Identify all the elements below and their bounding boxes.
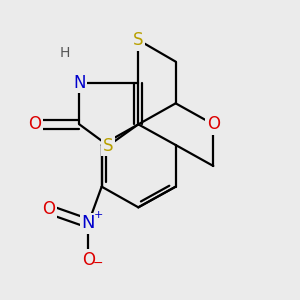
Text: O: O: [28, 115, 41, 133]
Text: −: −: [93, 257, 104, 270]
Text: S: S: [103, 137, 114, 155]
Text: H: H: [60, 46, 70, 60]
Text: S: S: [133, 31, 144, 49]
Text: O: O: [207, 115, 220, 133]
Text: N: N: [82, 214, 95, 232]
Text: N: N: [73, 74, 86, 92]
Text: +: +: [94, 210, 103, 220]
Text: O: O: [42, 200, 55, 218]
Text: O: O: [82, 251, 95, 269]
